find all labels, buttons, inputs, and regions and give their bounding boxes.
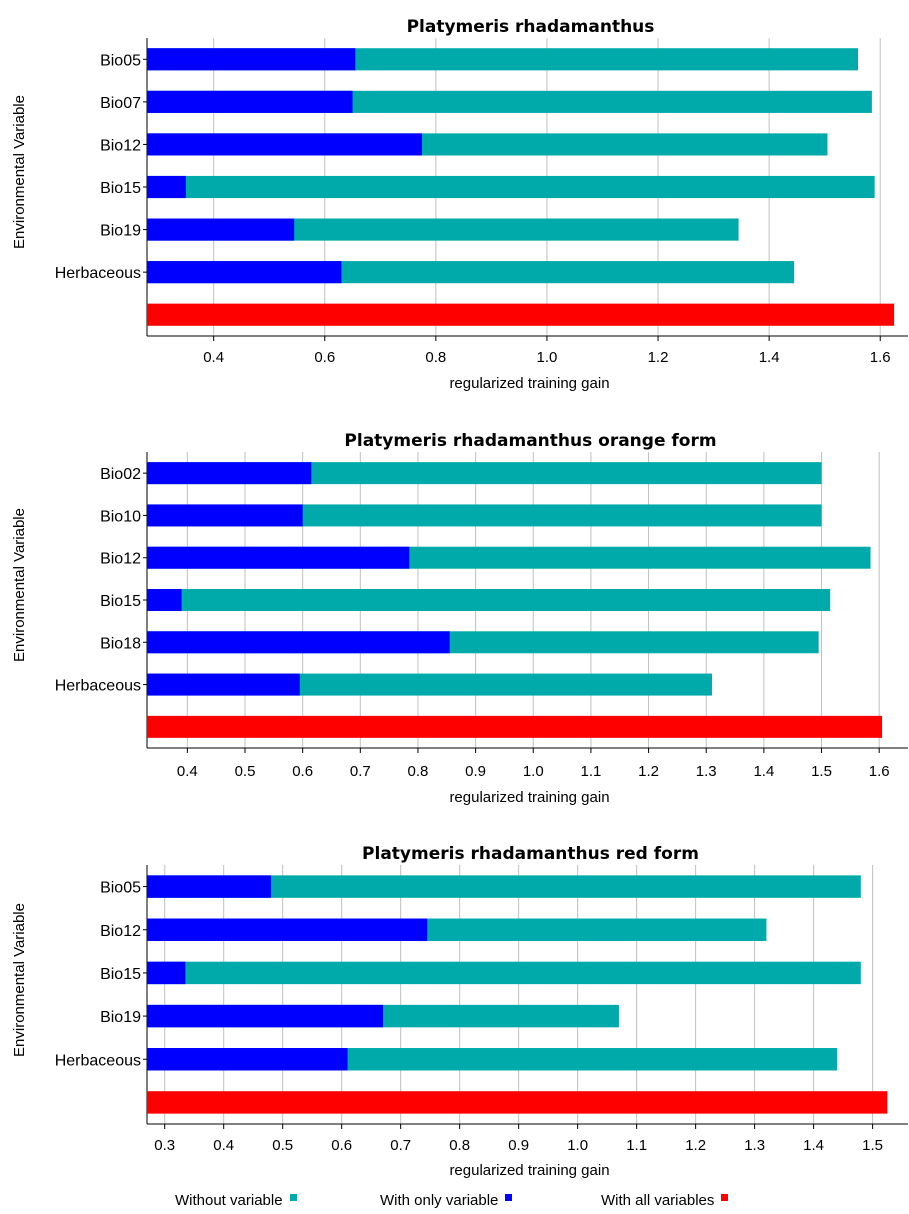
- x-tick-label-2-10: 1.3: [696, 763, 717, 780]
- x-tick-label-1-5: 1.2: [648, 349, 669, 366]
- x-tick-label-3-8: 1.0: [567, 1137, 588, 1154]
- x-tick-label-2-6: 0.9: [465, 763, 486, 780]
- category-label-herbaceous-3: Herbaceous: [55, 1052, 141, 1069]
- x-tick-label-2-7: 1.0: [523, 763, 544, 780]
- y-axis-label-1: Environmental Variable: [11, 95, 28, 249]
- x-tick-label-3-13: 1.5: [862, 1137, 883, 1154]
- x-axis-label-2: regularized training gain: [449, 789, 609, 806]
- x-tick-label-2-2: 0.5: [235, 763, 256, 780]
- x-tick-label-2-5: 0.8: [408, 763, 429, 780]
- bar-only-bio12-3: [147, 919, 427, 941]
- bar-only-bio02-2: [147, 462, 311, 484]
- bar-all-variables-2: [147, 716, 882, 738]
- x-tick-label-1-6: 1.4: [759, 349, 780, 366]
- category-label-herbaceous-2: Herbaceous: [55, 678, 141, 695]
- x-axis-label-3: regularized training gain: [449, 1162, 609, 1179]
- bar-only-bio05-3: [147, 875, 271, 897]
- x-tick-label-3-2: 0.4: [213, 1137, 234, 1154]
- chart-legend: Without variable With only variable With…: [0, 1192, 909, 1214]
- x-tick-label-2-4: 0.7: [350, 763, 371, 780]
- category-label-bio15-1: Bio15: [100, 180, 141, 197]
- legend-item-without: Without variable: [175, 1192, 297, 1209]
- bar-without-bio15-3: [147, 962, 861, 984]
- chart-title-1: Platymeris rhadamanthus: [407, 17, 655, 37]
- x-tick-label-3-4: 0.6: [331, 1137, 352, 1154]
- y-axis-label-3: Environmental Variable: [11, 903, 28, 1057]
- x-tick-label-1-4: 1.0: [537, 349, 558, 366]
- legend-label-without: Without variable: [175, 1192, 283, 1209]
- bar-only-herbaceous-3: [147, 1048, 348, 1070]
- category-label-bio05-1: Bio05: [100, 52, 141, 69]
- bar-only-bio15-2: [147, 589, 182, 611]
- x-tick-label-2-3: 0.6: [292, 763, 313, 780]
- x-tick-label-1-1: 0.4: [203, 349, 224, 366]
- category-label-bio07-1: Bio07: [100, 95, 141, 112]
- category-label-bio02-2: Bio02: [100, 466, 141, 483]
- x-tick-label-2-11: 1.4: [753, 763, 774, 780]
- category-label-bio18-2: Bio18: [100, 635, 141, 652]
- chart-title-2: Platymeris rhadamanthus orange form: [344, 431, 716, 451]
- bar-only-herbaceous-1: [147, 261, 341, 283]
- bar-all-variables-1: [147, 304, 894, 326]
- bar-only-bio12-2: [147, 547, 409, 569]
- bar-only-bio10-2: [147, 504, 303, 526]
- legend-label-all: With all variables: [601, 1192, 714, 1209]
- category-label-bio15-2: Bio15: [100, 593, 141, 610]
- bar-only-bio05-1: [147, 48, 355, 70]
- x-tick-label-3-7: 0.9: [508, 1137, 529, 1154]
- bar-only-bio15-3: [147, 962, 185, 984]
- x-tick-label-3-1: 0.3: [154, 1137, 175, 1154]
- category-label-bio19-3: Bio19: [100, 1009, 141, 1026]
- category-label-bio05-3: Bio05: [100, 880, 141, 897]
- bar-without-bio15-1: [147, 176, 875, 198]
- category-label-bio19-1: Bio19: [100, 223, 141, 240]
- category-label-bio15-3: Bio15: [100, 966, 141, 983]
- legend-swatch-only: [505, 1194, 512, 1201]
- legend-item-all: With all variables: [601, 1192, 728, 1209]
- category-label-bio12-2: Bio12: [100, 551, 141, 568]
- x-tick-label-3-6: 0.8: [449, 1137, 470, 1154]
- x-tick-label-3-11: 1.3: [744, 1137, 765, 1154]
- x-tick-label-1-2: 0.6: [314, 349, 335, 366]
- x-tick-label-2-13: 1.6: [869, 763, 890, 780]
- x-tick-label-2-1: 0.4: [177, 763, 198, 780]
- bar-only-bio15-1: [147, 176, 186, 198]
- x-tick-label-1-3: 0.8: [425, 349, 446, 366]
- bar-only-bio19-1: [147, 219, 294, 241]
- category-label-herbaceous-1: Herbaceous: [55, 265, 141, 282]
- bar-only-bio12-1: [147, 133, 422, 155]
- x-tick-label-1-7: 1.6: [870, 349, 891, 366]
- x-tick-label-2-12: 1.5: [811, 763, 832, 780]
- bar-without-bio15-2: [147, 589, 830, 611]
- x-axis-label-1: regularized training gain: [449, 375, 609, 392]
- bar-only-bio18-2: [147, 631, 450, 653]
- category-label-bio12-3: Bio12: [100, 923, 141, 940]
- legend-swatch-without: [290, 1194, 297, 1201]
- bar-only-herbaceous-2: [147, 674, 300, 696]
- x-tick-label-3-10: 1.2: [685, 1137, 706, 1154]
- x-tick-label-3-9: 1.1: [626, 1137, 647, 1154]
- category-label-bio12-1: Bio12: [100, 137, 141, 154]
- x-tick-label-3-12: 1.4: [803, 1137, 824, 1154]
- bar-only-bio07-1: [147, 91, 353, 113]
- category-label-bio10-2: Bio10: [100, 508, 141, 525]
- chart-title-3: Platymeris rhadamanthus red form: [362, 844, 699, 864]
- x-tick-label-2-8: 1.1: [580, 763, 601, 780]
- legend-swatch-all: [721, 1194, 728, 1201]
- legend-label-only: With only variable: [380, 1192, 498, 1209]
- x-tick-label-3-3: 0.5: [272, 1137, 293, 1154]
- y-axis-label-2: Environmental Variable: [11, 508, 28, 662]
- bar-all-variables-3: [147, 1091, 887, 1113]
- x-tick-label-3-5: 0.7: [390, 1137, 411, 1154]
- x-tick-label-2-9: 1.2: [638, 763, 659, 780]
- legend-item-only: With only variable: [380, 1192, 512, 1209]
- bar-only-bio19-3: [147, 1005, 383, 1027]
- plot-area-3: [147, 865, 908, 1124]
